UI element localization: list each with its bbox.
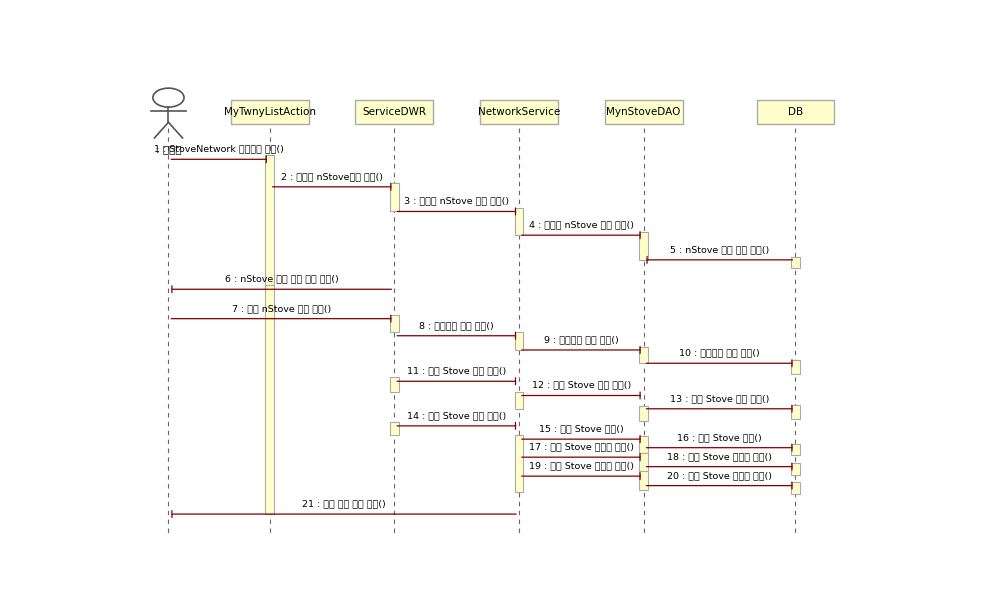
Bar	[390, 422, 399, 436]
Bar	[639, 436, 648, 453]
Bar	[639, 347, 648, 363]
Text: 5 : nStove 등록 정보 리턴(): 5 : nStove 등록 정보 리턴()	[670, 245, 769, 254]
Bar	[639, 232, 648, 260]
Bar	[515, 332, 524, 350]
Bar	[515, 392, 524, 409]
Text: 17 : 멤버 Stove 플래그 저장(): 17 : 멤버 Stove 플래그 저장()	[529, 442, 634, 452]
Text: NetworkService: NetworkService	[477, 107, 560, 117]
Bar	[515, 436, 524, 492]
Text: 6 : nStove 등록 정보 화면 표시(): 6 : nStove 등록 정보 화면 표시()	[224, 275, 339, 283]
Bar	[390, 378, 399, 392]
Text: 21 : 정보 저장 결과 표시(): 21 : 정보 저장 결과 표시()	[302, 500, 386, 508]
Bar	[639, 453, 648, 471]
Bar	[791, 360, 800, 374]
Text: 13 : 중복 Stove 여부 조회(): 13 : 중복 Stove 여부 조회()	[669, 394, 769, 403]
Bar	[265, 155, 274, 290]
Text: 1 : StoveNetwork 등록화면 요청(): 1 : StoveNetwork 등록화면 요청()	[154, 145, 284, 153]
Text: 3 : 등록된 nStove 정보 조회(): 3 : 등록된 nStove 정보 조회()	[404, 197, 510, 206]
Bar	[791, 405, 800, 419]
Text: ServiceDWR: ServiceDWR	[363, 107, 426, 117]
Text: : 사용자: : 사용자	[156, 144, 181, 154]
FancyBboxPatch shape	[480, 100, 558, 124]
Bar	[390, 183, 399, 211]
Text: 18 : 멤버 Stove 플래그 저장(): 18 : 멤버 Stove 플래그 저장()	[667, 452, 772, 461]
Text: 8 : 중복등록 여부 조회(): 8 : 중복등록 여부 조회()	[419, 321, 494, 330]
Text: MyTwnyListAction: MyTwnyListAction	[224, 107, 316, 117]
Text: 16 : 신규 Stove 저장(): 16 : 신규 Stove 저장()	[677, 433, 762, 442]
FancyBboxPatch shape	[605, 100, 682, 124]
Text: 20 : 유저 Stove 플래그 저장(): 20 : 유저 Stove 플래그 저장()	[667, 471, 772, 480]
Bar	[639, 471, 648, 490]
Text: 7 : 신규 nStove 등록 요청(): 7 : 신규 nStove 등록 요청()	[232, 304, 331, 313]
Text: DB: DB	[788, 107, 803, 117]
Text: 14 : 신규 Stove 저장 요청(): 14 : 신규 Stove 저장 요청()	[407, 411, 507, 420]
Bar	[390, 315, 399, 332]
Bar	[515, 208, 524, 235]
Bar	[791, 482, 800, 493]
Text: 15 : 신규 Stove 저장(): 15 : 신규 Stove 저장()	[539, 424, 624, 434]
Text: 12 : 중복 Stove 여부 조회(): 12 : 중복 Stove 여부 조회()	[532, 381, 631, 390]
Bar	[791, 463, 800, 475]
FancyBboxPatch shape	[757, 100, 834, 124]
Bar	[265, 285, 274, 514]
Text: 19 : 유저 Stove 플래그 저장(): 19 : 유저 Stove 플래그 저장()	[529, 461, 634, 471]
FancyBboxPatch shape	[231, 100, 309, 124]
Text: 4 : 등록된 nStove 정보 조회(): 4 : 등록된 nStove 정보 조회()	[529, 221, 634, 230]
Text: 9 : 중복등록 여부 조회(): 9 : 중복등록 여부 조회()	[544, 335, 619, 344]
Bar	[791, 256, 800, 269]
Bar	[791, 444, 800, 455]
Text: 10 : 중복등록 여부 조회(): 10 : 중복등록 여부 조회()	[679, 349, 760, 357]
Text: 11 : 중복 Stove 여부 조회(): 11 : 중복 Stove 여부 조회()	[407, 367, 507, 376]
FancyBboxPatch shape	[356, 100, 433, 124]
Text: 2 : 등록된 nStove정보 조회(): 2 : 등록된 nStove정보 조회()	[281, 172, 383, 181]
Text: MynStoveDAO: MynStoveDAO	[606, 107, 680, 117]
Bar	[639, 406, 648, 421]
